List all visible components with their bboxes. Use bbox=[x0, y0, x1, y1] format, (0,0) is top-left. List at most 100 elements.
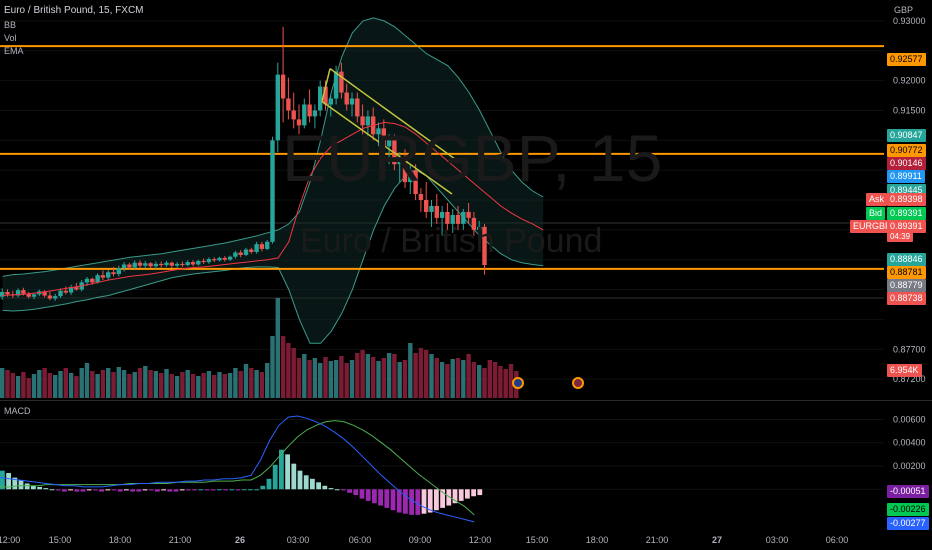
volume-bar bbox=[174, 376, 180, 398]
volume-tag: 6.954K bbox=[887, 364, 922, 377]
volume-bar bbox=[53, 375, 58, 398]
candle-body bbox=[259, 244, 265, 249]
bollinger-fill bbox=[2, 17, 544, 344]
indicator-ema-label[interactable]: EMA bbox=[4, 46, 24, 56]
volume-bar bbox=[100, 370, 106, 398]
last-price: 0.89391 bbox=[887, 220, 926, 233]
channel-cap-line bbox=[321, 68, 331, 102]
volume-bar bbox=[386, 353, 392, 398]
candle-body bbox=[418, 194, 424, 200]
candle-body bbox=[280, 74, 286, 99]
macd-histogram-bar bbox=[148, 489, 154, 491]
candle-body bbox=[381, 128, 386, 147]
candle-body bbox=[100, 275, 106, 278]
descending-channel bbox=[321, 68, 459, 195]
volume-bar bbox=[344, 363, 349, 398]
volume-bar bbox=[434, 358, 439, 398]
candle-body bbox=[455, 214, 461, 224]
volume-bar bbox=[26, 378, 31, 398]
macd-histogram-bar bbox=[328, 488, 334, 490]
volume-bar bbox=[143, 366, 148, 398]
candle-body bbox=[328, 98, 333, 105]
volume-bar bbox=[58, 371, 63, 398]
volume-bar bbox=[111, 372, 116, 398]
macd-histogram-bar bbox=[396, 489, 402, 513]
candle-body bbox=[5, 291, 10, 295]
volume-bar bbox=[487, 360, 492, 398]
candle-body bbox=[339, 71, 344, 93]
volume-bar bbox=[392, 354, 397, 398]
macd-value-tag: -0.00277 bbox=[887, 517, 929, 530]
volume-bar bbox=[42, 368, 47, 398]
macd-histogram-bar bbox=[117, 489, 123, 492]
volume-bar bbox=[222, 374, 227, 398]
macd-histogram-bar bbox=[198, 489, 204, 491]
indicator-bb-label[interactable]: BB bbox=[4, 20, 17, 30]
macd-histogram-bar bbox=[477, 489, 483, 496]
event-flag-icon[interactable] bbox=[572, 377, 584, 389]
candle-body bbox=[74, 287, 79, 290]
candle-body bbox=[466, 211, 471, 218]
candle-body bbox=[424, 200, 429, 212]
candle-body bbox=[360, 116, 365, 126]
volume-bar bbox=[307, 360, 312, 398]
time-tick-label: 03:00 bbox=[287, 535, 310, 545]
volume-bar bbox=[10, 373, 15, 398]
candle-body bbox=[127, 264, 132, 268]
macd-main-line bbox=[0, 415, 475, 523]
volume-bar bbox=[15, 376, 21, 398]
candle-body bbox=[68, 287, 74, 293]
volume-bar bbox=[159, 373, 164, 398]
price-tag: 0.88781 bbox=[887, 266, 926, 279]
candle-body bbox=[349, 98, 355, 105]
macd-histogram-bar bbox=[266, 478, 272, 490]
candle-body bbox=[408, 170, 413, 183]
candle-body bbox=[169, 262, 174, 266]
candle-body bbox=[344, 92, 349, 105]
macd-histogram-bar bbox=[434, 489, 439, 511]
volume-bar bbox=[259, 372, 265, 398]
volume-bar bbox=[328, 361, 333, 398]
volume-bar bbox=[5, 370, 10, 398]
macd-histogram-bar bbox=[372, 489, 377, 504]
volume-bar bbox=[286, 343, 291, 398]
macd-histogram-bar bbox=[297, 470, 303, 490]
indicator-vol-label[interactable]: Vol bbox=[4, 33, 17, 43]
macd-histogram-bar bbox=[465, 489, 470, 499]
macd-histogram-bar bbox=[24, 483, 30, 490]
candle-body bbox=[111, 272, 116, 275]
volume-bar bbox=[169, 374, 174, 398]
candle-body bbox=[429, 205, 434, 212]
volume-bar bbox=[68, 373, 74, 398]
macd-histogram-bar bbox=[136, 489, 142, 492]
macd-histogram-bar bbox=[99, 489, 104, 492]
candle-body bbox=[15, 290, 21, 296]
channel-lower-line bbox=[321, 100, 453, 195]
macd-pane-label[interactable]: MACD bbox=[4, 406, 31, 416]
macd-tick-label: 0.00600 bbox=[893, 414, 926, 424]
volume-bar bbox=[116, 367, 121, 398]
candle-body bbox=[106, 272, 111, 278]
macd-histogram-bar bbox=[316, 482, 321, 490]
macd-histogram-bar bbox=[279, 449, 284, 490]
candle-body bbox=[386, 140, 392, 147]
candle-body bbox=[434, 205, 439, 218]
macd-value-tag: -0.00226 bbox=[887, 503, 929, 516]
volume-bar bbox=[296, 358, 302, 398]
volume-bar bbox=[381, 358, 386, 398]
volume-bar bbox=[498, 366, 503, 398]
macd-histogram-bar bbox=[186, 489, 191, 491]
volume-bar bbox=[349, 360, 355, 398]
candle-body bbox=[222, 257, 227, 260]
pane-separator[interactable] bbox=[0, 400, 932, 401]
volume-bar bbox=[482, 368, 487, 398]
event-flag-icon[interactable] bbox=[512, 377, 524, 389]
volume-bar bbox=[302, 354, 307, 398]
volume-bar bbox=[254, 370, 259, 398]
macd-histogram-bar bbox=[210, 489, 216, 491]
volume-bar bbox=[270, 336, 275, 398]
candle-body bbox=[174, 263, 180, 266]
volume-bar bbox=[339, 356, 344, 398]
volume-bar bbox=[0, 368, 5, 398]
